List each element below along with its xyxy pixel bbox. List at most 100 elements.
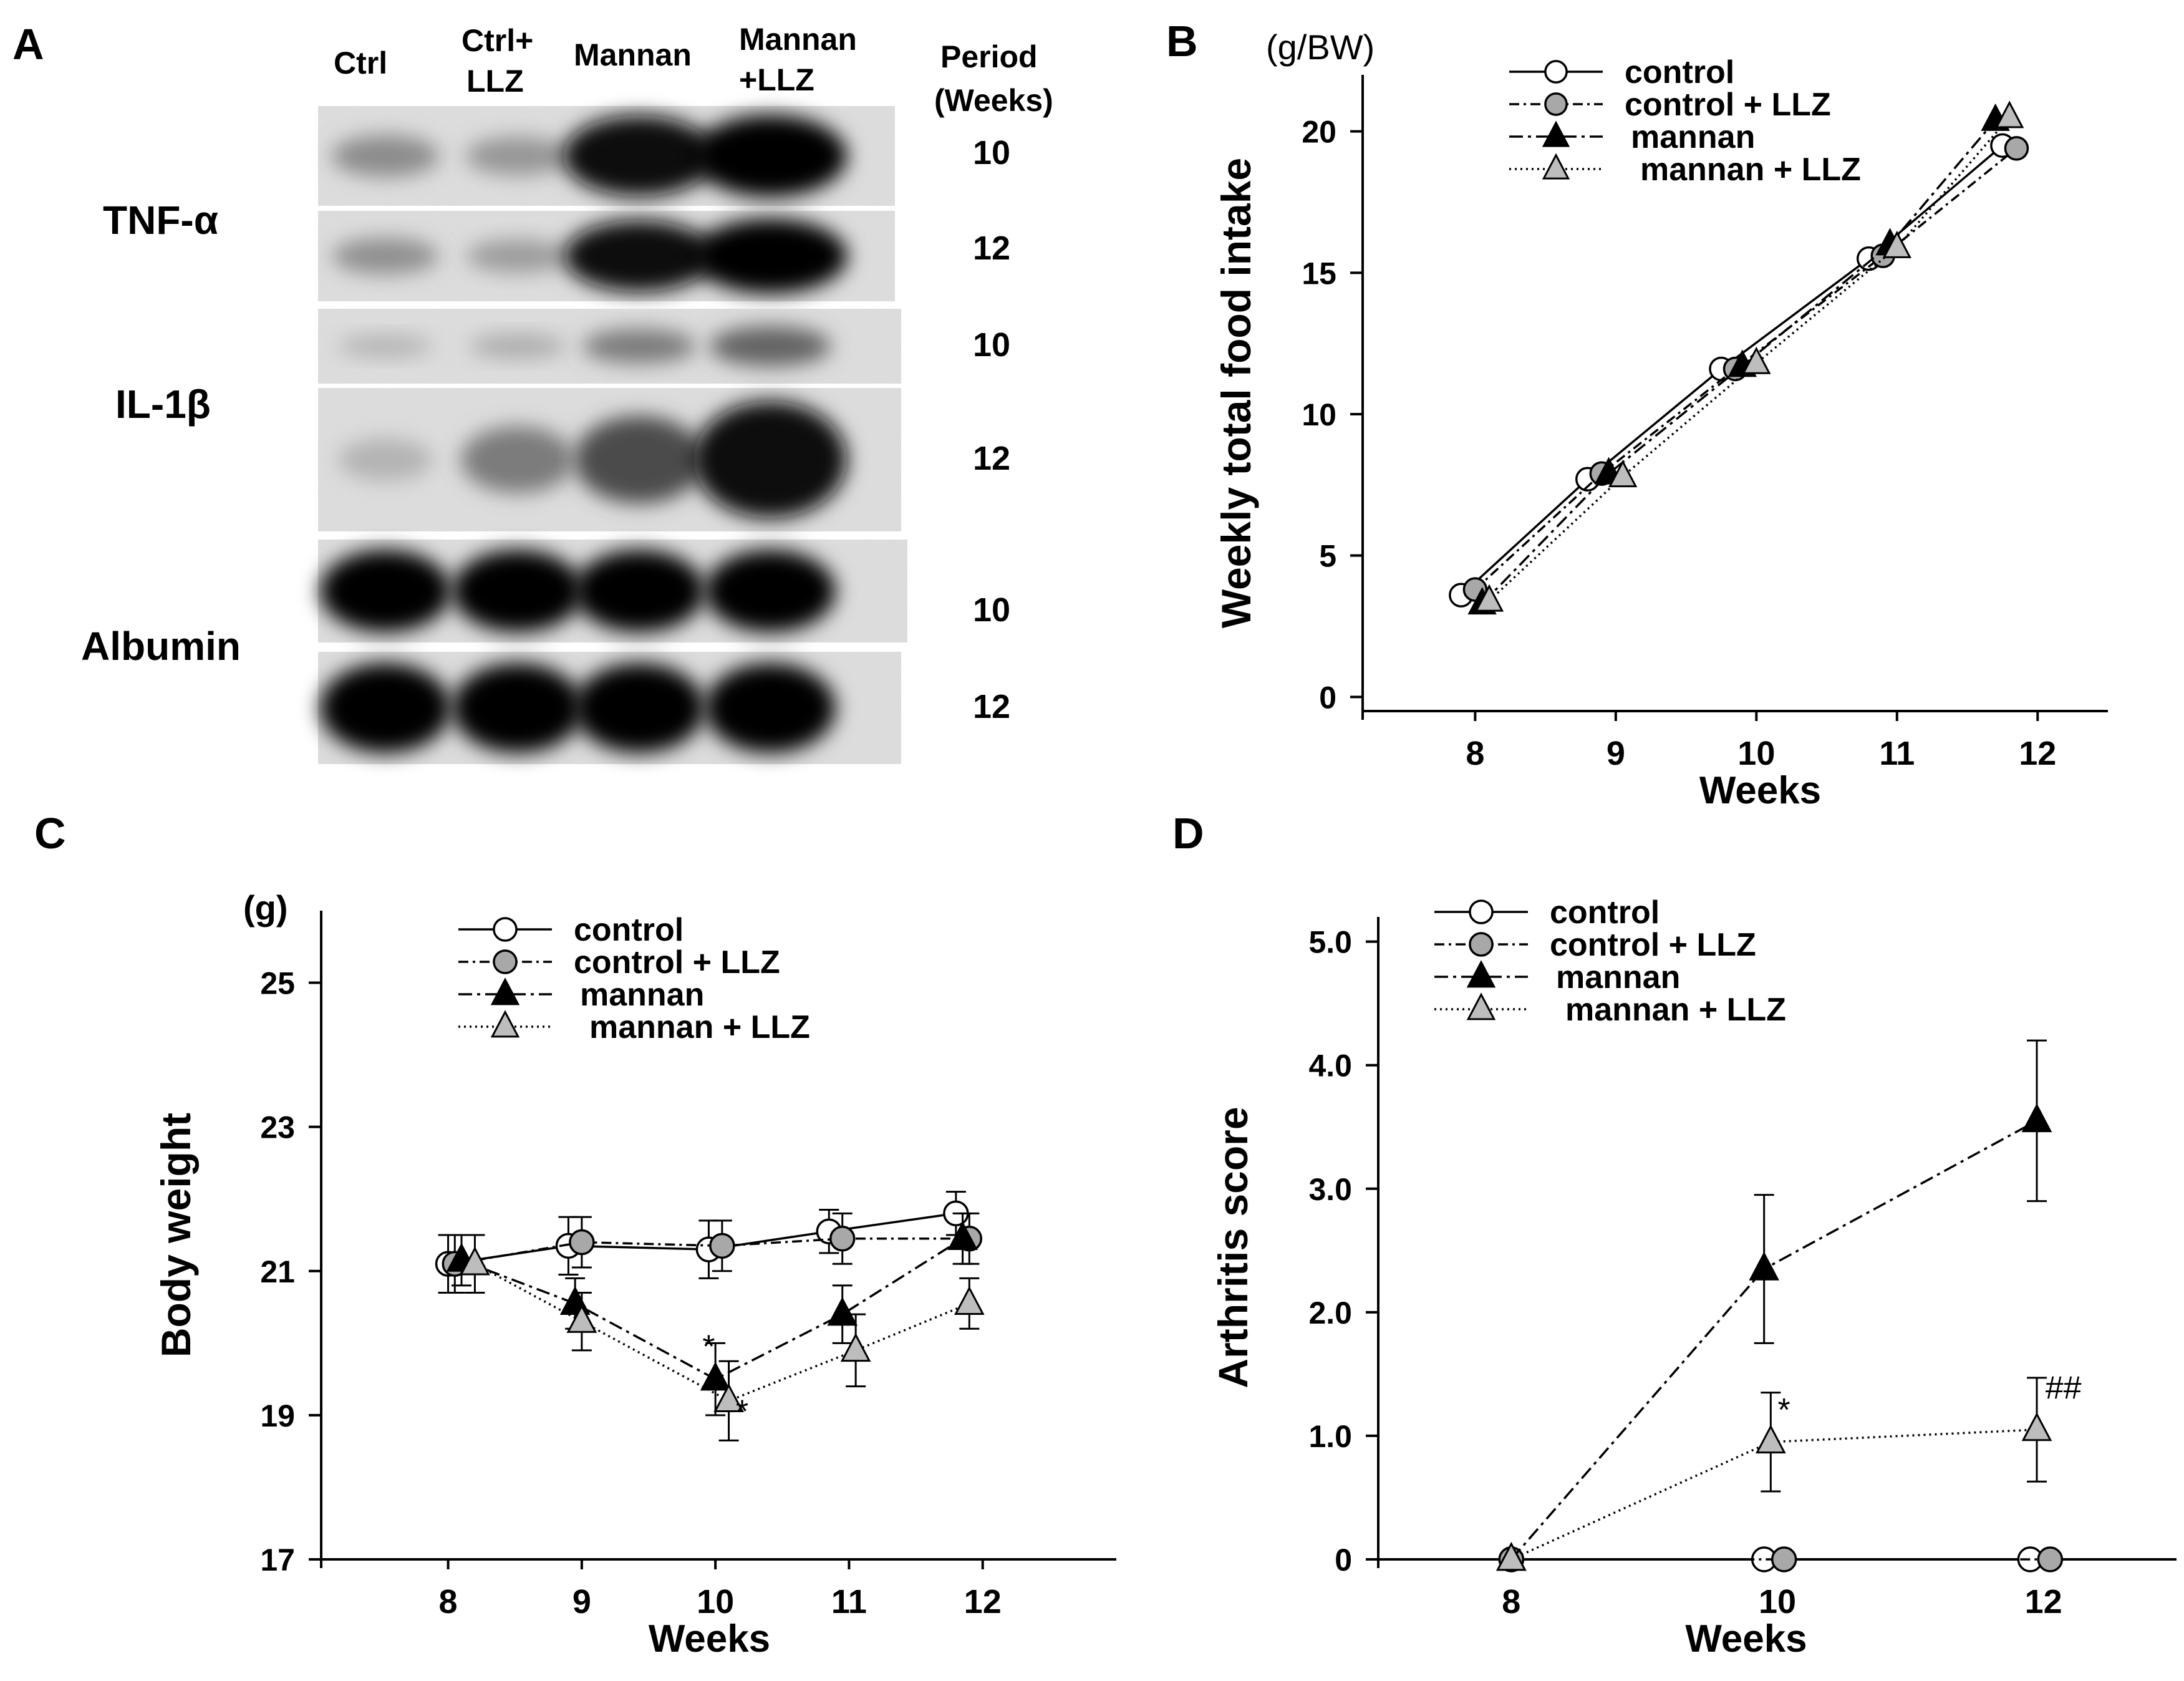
- blot-row-il-1-10: 10: [318, 309, 1010, 384]
- lane-label-ctrl: Ctrl: [334, 46, 387, 80]
- series-mannan-llz: [1474, 100, 2024, 612]
- y-tick-label: 10: [1302, 397, 1336, 432]
- triangle-marker: [490, 1010, 520, 1038]
- protein-label-albumin: Albumin: [81, 624, 241, 669]
- legend-label: mannan + LLZ: [1565, 992, 1786, 1028]
- circle-marker: [569, 1229, 595, 1256]
- triangle-marker: [1474, 584, 1504, 612]
- panel-b-food-intake-chart: 0 5 10 15 20 8 9 10 11 12 Weeks Weekly total food i…: [1213, 27, 2108, 812]
- y-tick-label: 3.0: [1308, 1172, 1352, 1207]
- triangle-marker: [1882, 230, 1911, 258]
- band-lane-2: [461, 426, 574, 493]
- circle-marker: [493, 949, 518, 974]
- legend-item-control-llz: control + LLZ: [458, 944, 780, 981]
- significance-marker: ##: [2046, 1370, 2082, 1407]
- y-tick-label: 23: [260, 1110, 295, 1145]
- blot-row-tnf-10: 10: [318, 106, 1010, 206]
- triangle-marker: [1755, 1424, 1786, 1454]
- band-lane-1: [338, 335, 433, 357]
- blot-strips: 10 12 10 12 10 12: [318, 106, 1010, 764]
- x-tick-label: 10: [1759, 1583, 1796, 1620]
- triangle-marker: [1542, 153, 1570, 180]
- significance-marker: *: [1778, 1392, 1790, 1428]
- x-tick-label: 8: [439, 1583, 458, 1620]
- series-control: [435, 1191, 969, 1294]
- legend-item-control: control: [1509, 54, 1734, 90]
- y-tick-label: 5.0: [1308, 925, 1352, 960]
- y-axis-label: Weekly total food intake: [1213, 158, 1259, 628]
- series-mannan: [446, 1212, 978, 1417]
- triangle-marker: [700, 1362, 731, 1391]
- legend-label: mannan: [1631, 119, 1755, 155]
- x-tick-label: 9: [573, 1583, 591, 1620]
- x-axis-label: Weeks: [1685, 1617, 1807, 1660]
- y-tick-label: 0: [1335, 1543, 1352, 1577]
- band-lane-1: [338, 438, 433, 482]
- band-lane-4: [705, 663, 836, 753]
- period-label: 12: [973, 230, 1010, 267]
- x-tick-label: 8: [1502, 1583, 1520, 1620]
- lane-labels: Ctrl Ctrl+ LLZ Mannan Mannan +LLZ: [334, 22, 857, 99]
- period-label: 10: [973, 591, 1010, 629]
- x-tick-label: 8: [1466, 735, 1484, 772]
- circle-marker: [1544, 92, 1568, 116]
- y-tick-label: 20: [1302, 115, 1336, 150]
- series-mannan-llz: [1495, 1377, 2052, 1571]
- band-lane-4: [705, 550, 836, 632]
- circle-marker: [829, 1226, 856, 1252]
- band-lane-3: [574, 415, 705, 504]
- band-lane-2: [466, 239, 569, 273]
- panel-label-a: A: [12, 20, 44, 69]
- band-lane-4: [693, 401, 847, 518]
- panel-label-b: B: [1166, 17, 1198, 65]
- triangle-marker: [713, 1383, 744, 1413]
- legend-label: control + LLZ: [1550, 927, 1756, 963]
- band-lane-1: [320, 663, 451, 753]
- y-tick-label: 17: [260, 1543, 295, 1577]
- y-tick-label: 5: [1319, 539, 1336, 574]
- panel-label-c: C: [34, 809, 66, 858]
- circle-marker: [1469, 899, 1494, 924]
- series-line: [1510, 1120, 2037, 1561]
- y-tick-label: 1.0: [1308, 1419, 1352, 1454]
- x-tick-label: 11: [831, 1583, 867, 1620]
- series-mannan: [1495, 1039, 2052, 1571]
- legend-item-control: control: [458, 912, 684, 948]
- band-lane-1: [320, 550, 451, 632]
- y-tick-label: 2.0: [1308, 1296, 1352, 1330]
- legend-item-mannan: mannan: [1509, 119, 1755, 155]
- legend-item-control-llz: control + LLZ: [1509, 87, 1831, 123]
- legend-item-mannan-llz: mannan + LLZ: [1434, 992, 1786, 1028]
- band-lane-4: [693, 115, 848, 197]
- band-lane-2: [452, 663, 583, 753]
- triangle-marker: [460, 1246, 490, 1276]
- legend-label: mannan: [1556, 959, 1680, 996]
- significance-marker: *: [736, 1393, 748, 1430]
- significance-marker: *: [702, 1329, 715, 1365]
- triangle-marker: [1608, 460, 1638, 488]
- protein-label-il1b: IL-1β: [115, 382, 211, 427]
- lane-label-mannan-llz-line1: Mannan: [739, 22, 857, 57]
- series-control-llz: [442, 1212, 983, 1294]
- triangle-marker: [566, 1304, 597, 1333]
- x-axis-label: Weeks: [649, 1617, 770, 1660]
- legend-item-control: control: [1434, 894, 1660, 931]
- lane-label-ctrl-llz-line1: Ctrl+: [461, 23, 533, 58]
- circle-marker: [2037, 1546, 2064, 1572]
- legend-item-mannan: mannan: [458, 977, 704, 1013]
- x-tick-label: 12: [2019, 735, 2056, 772]
- band-lane-2: [469, 334, 566, 359]
- triangle-marker: [1542, 120, 1570, 147]
- panel-c-body-weight-chart: 17 19 21 23 25 8 9 10 11 12 Weeks Body weight (g) * * c…: [153, 888, 1116, 1660]
- blot-row-tnf-12: 12: [318, 211, 1010, 301]
- band-lane-2: [452, 550, 583, 632]
- triangle-marker: [947, 1221, 978, 1251]
- period-label: 10: [973, 326, 1010, 364]
- x-tick-label: 12: [2025, 1583, 2062, 1620]
- protein-label-tnf: TNF-α: [103, 198, 218, 243]
- legend-label: mannan: [580, 977, 704, 1013]
- series-mannan-llz: [460, 1234, 985, 1441]
